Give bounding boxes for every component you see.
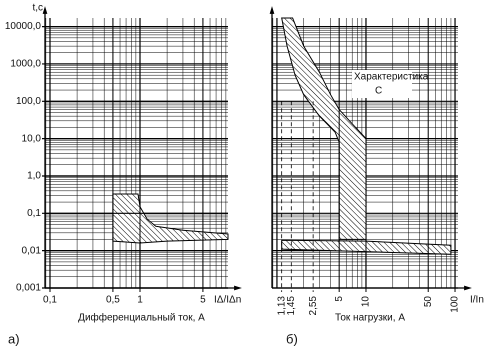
x-unit-label: I/In — [470, 295, 484, 306]
x-tick-label: 1 — [137, 295, 143, 306]
hatched-region — [112, 193, 229, 244]
y-axis-label: t,c — [32, 3, 43, 14]
x-axis-label: Дифференциальный ток, А — [78, 312, 205, 324]
x-tick-label: 50 — [423, 296, 434, 308]
y-tick-label: 0,001 — [16, 283, 41, 294]
x-tick-label: 0,5 — [106, 295, 120, 306]
annotation: Характеристика — [354, 72, 429, 83]
hatched-region — [281, 17, 367, 240]
y-tick-label: 10000,0 — [5, 21, 42, 32]
x-tick-label: 5 — [200, 295, 206, 306]
x-tick-label: 1,45 — [286, 296, 297, 316]
x-axis-label: Ток нагрузки, А — [335, 313, 405, 324]
annotation-background — [352, 70, 412, 98]
x-tick-label: 2,55 — [308, 296, 319, 316]
y-tick-label: 100,0 — [16, 96, 41, 107]
x-tick-label: 10 — [361, 296, 372, 308]
y-tick-label: 0,01 — [22, 245, 42, 256]
x-tick-label: 100 — [450, 296, 461, 313]
annotation: С — [375, 86, 382, 97]
panel-label: б) — [286, 331, 298, 346]
y-tick-label: 10,0 — [22, 133, 42, 144]
panel-label: а) — [8, 331, 20, 346]
x-tick-label: 0,1 — [43, 295, 57, 306]
x-tick-label: 1,13 — [276, 296, 287, 316]
y-tick-label: 1000,0 — [10, 59, 41, 70]
x-tick-label: 5 — [334, 296, 345, 302]
y-tick-label: 1,0 — [27, 171, 41, 182]
y-tick-label: 0,1 — [27, 208, 41, 219]
x-unit-label: IΔ/IΔn — [214, 295, 241, 306]
